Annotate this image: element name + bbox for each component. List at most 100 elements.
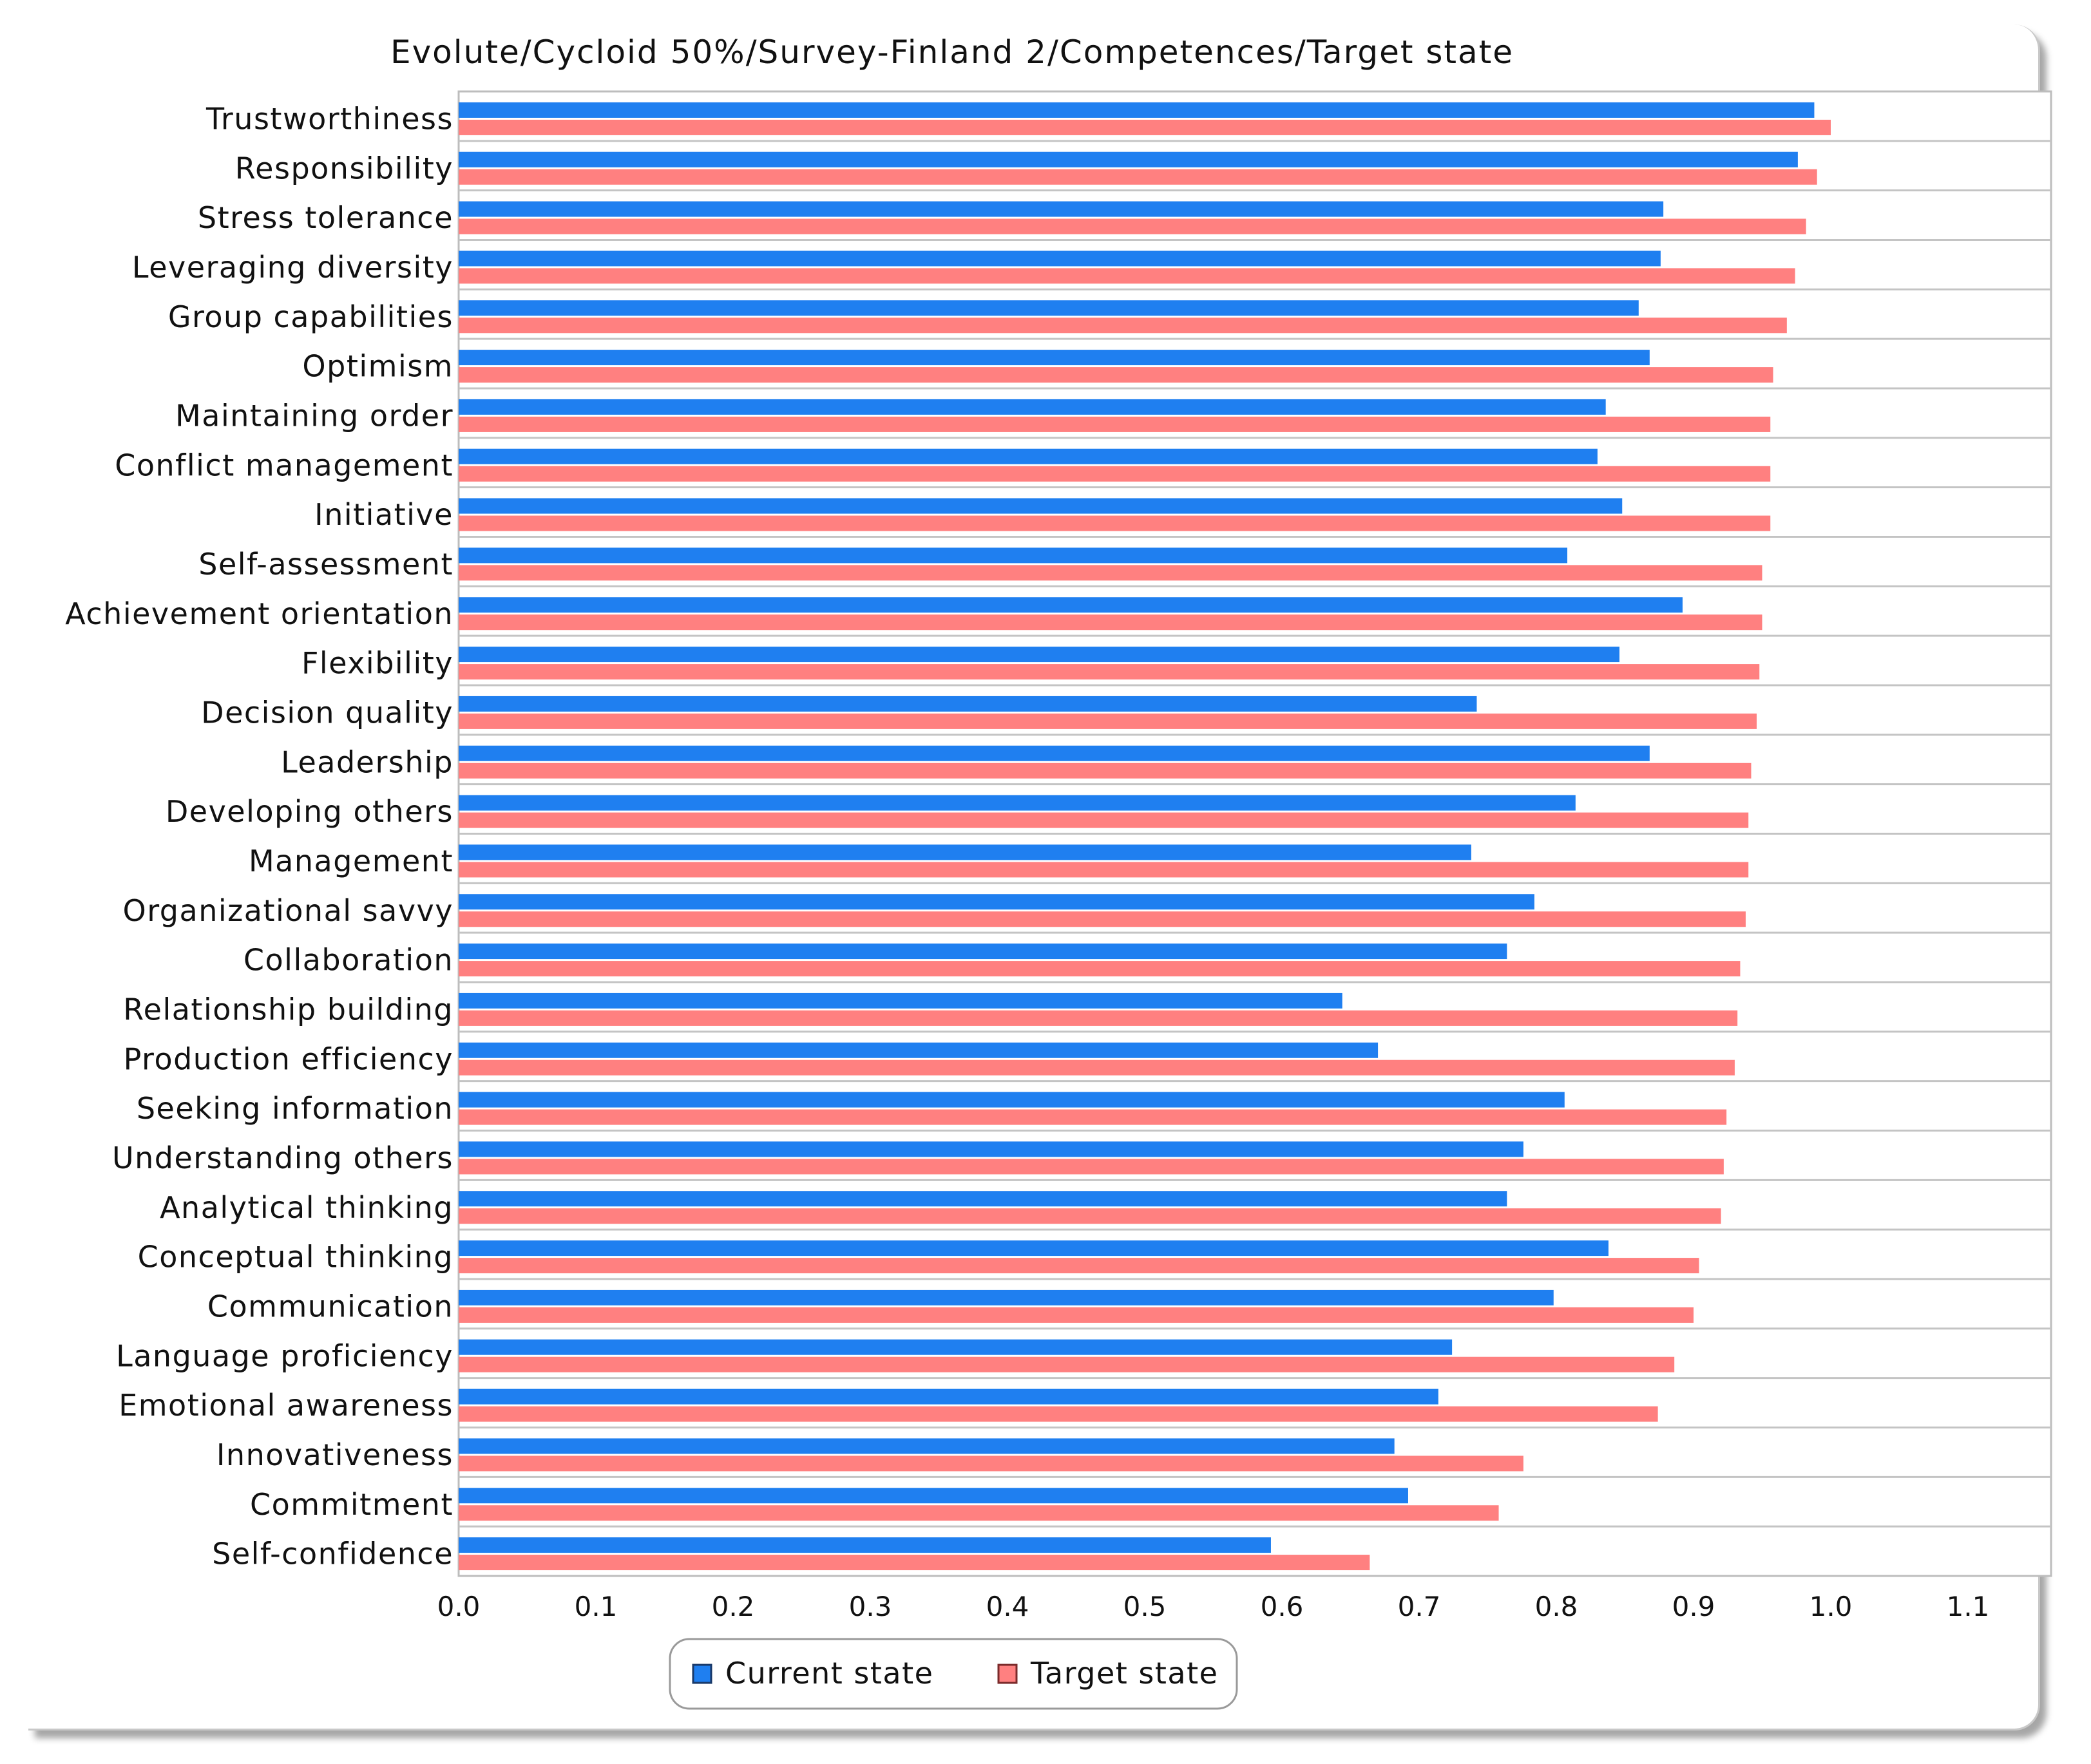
bar-target-29 xyxy=(459,1555,1370,1571)
category-label-27: Innovativeness xyxy=(216,1437,454,1472)
bar-target-16 xyxy=(459,911,1746,927)
bar-target-24 xyxy=(459,1307,1694,1323)
x-tick-label-3: 0.3 xyxy=(849,1591,892,1622)
x-tick-label-8: 0.8 xyxy=(1535,1591,1578,1622)
category-label-16: Organizational savvy xyxy=(123,893,454,928)
bars xyxy=(459,102,1831,1571)
category-label-19: Production efficiency xyxy=(124,1041,454,1076)
bar-target-26 xyxy=(459,1406,1658,1422)
legend-swatch-current xyxy=(692,1664,712,1684)
legend-label-current: Current state xyxy=(725,1656,933,1691)
bar-current-8 xyxy=(459,498,1623,514)
category-label-8: Initiative xyxy=(314,497,454,532)
category-label-5: Optimism xyxy=(302,349,454,384)
bar-current-12 xyxy=(459,696,1477,712)
bar-target-10 xyxy=(459,614,1762,631)
bar-target-12 xyxy=(459,713,1757,729)
bar-current-28 xyxy=(459,1488,1408,1504)
legend-swatch-target xyxy=(997,1664,1018,1684)
category-label-22: Analytical thinking xyxy=(160,1190,454,1225)
category-label-24: Communication xyxy=(207,1289,454,1323)
bar-current-22 xyxy=(459,1191,1507,1207)
category-label-28: Commitment xyxy=(250,1487,454,1522)
bar-current-4 xyxy=(459,300,1639,316)
category-label-12: Decision quality xyxy=(201,695,454,730)
bar-current-3 xyxy=(459,251,1661,267)
x-tick-label-0: 0.0 xyxy=(437,1591,481,1622)
bar-target-8 xyxy=(459,515,1771,531)
x-tick-label-2: 0.2 xyxy=(712,1591,755,1622)
bar-target-3 xyxy=(459,268,1795,284)
category-label-9: Self-assessment xyxy=(198,547,454,582)
bar-current-19 xyxy=(459,1042,1379,1058)
bar-current-9 xyxy=(459,547,1568,564)
category-label-23: Conceptual thinking xyxy=(138,1240,454,1275)
bar-current-17 xyxy=(459,944,1507,960)
x-axis-ticks: 0.0 0.1 0.2 0.3 0.4 0.5 0.6 0.7 0.8 0.9 1.0 1.1 xyxy=(437,1591,1990,1622)
bar-current-20 xyxy=(459,1092,1565,1108)
bar-current-6 xyxy=(459,399,1606,415)
category-label-3: Leveraging diversity xyxy=(132,250,454,285)
x-tick-label-10: 1.0 xyxy=(1809,1591,1853,1622)
bar-target-2 xyxy=(459,218,1806,234)
bar-target-0 xyxy=(459,119,1831,135)
category-labels: Trustworthiness Responsibility Stress tole… xyxy=(65,101,454,1571)
chart-title: Evolute/Cycloid 50%/Survey-Finland 2/Com… xyxy=(390,33,1514,71)
bar-current-21 xyxy=(459,1141,1523,1157)
x-tick-label-7: 0.7 xyxy=(1398,1591,1441,1622)
bar-current-15 xyxy=(459,844,1471,860)
category-label-21: Understanding others xyxy=(112,1141,454,1175)
category-label-6: Maintaining order xyxy=(175,398,454,433)
bar-current-11 xyxy=(459,647,1619,663)
bar-target-14 xyxy=(459,812,1749,828)
category-label-29: Self-confidence xyxy=(212,1537,454,1571)
bar-target-17 xyxy=(459,961,1741,977)
bar-target-27 xyxy=(459,1456,1523,1472)
category-label-0: Trustworthiness xyxy=(205,101,454,136)
bar-target-18 xyxy=(459,1010,1738,1026)
category-label-4: Group capabilities xyxy=(168,299,454,334)
category-label-2: Stress tolerance xyxy=(198,200,454,235)
category-label-1: Responsibility xyxy=(235,151,454,185)
x-tick-label-9: 0.9 xyxy=(1672,1591,1715,1622)
category-label-25: Language proficiency xyxy=(116,1338,454,1373)
category-label-20: Seeking information xyxy=(137,1091,454,1126)
bar-current-16 xyxy=(459,894,1534,910)
bar-current-18 xyxy=(459,992,1342,1009)
legend[interactable]: Current state Target state xyxy=(669,1638,1238,1710)
bar-target-23 xyxy=(459,1258,1699,1274)
category-label-10: Achievement orientation xyxy=(65,596,454,631)
bar-target-20 xyxy=(459,1109,1727,1125)
category-label-14: Developing others xyxy=(166,794,454,829)
category-label-17: Collaboration xyxy=(243,943,454,978)
category-label-7: Conflict management xyxy=(115,448,454,482)
bar-current-7 xyxy=(459,448,1598,464)
bar-current-13 xyxy=(459,745,1650,761)
bar-target-21 xyxy=(459,1159,1724,1175)
legend-box xyxy=(669,1638,1238,1710)
category-label-26: Emotional awareness xyxy=(119,1388,454,1423)
bar-current-14 xyxy=(459,795,1576,811)
bar-target-4 xyxy=(459,318,1787,334)
bar-current-25 xyxy=(459,1339,1453,1355)
bar-target-11 xyxy=(459,664,1760,680)
bar-current-29 xyxy=(459,1537,1271,1553)
bar-current-24 xyxy=(459,1289,1554,1305)
bar-current-23 xyxy=(459,1240,1609,1257)
x-tick-label-11: 1.1 xyxy=(1947,1591,1990,1622)
bar-target-28 xyxy=(459,1505,1499,1521)
category-label-15: Management xyxy=(249,844,454,878)
bar-current-10 xyxy=(459,597,1683,613)
x-tick-label-5: 0.5 xyxy=(1123,1591,1167,1622)
legend-label-target: Target state xyxy=(1030,1656,1218,1691)
category-label-18: Relationship building xyxy=(123,992,454,1027)
bar-target-6 xyxy=(459,416,1771,432)
bar-target-5 xyxy=(459,367,1773,383)
bar-current-27 xyxy=(459,1438,1395,1454)
bar-current-0 xyxy=(459,102,1815,118)
bar-current-1 xyxy=(459,151,1798,167)
bar-target-19 xyxy=(459,1059,1735,1076)
x-tick-label-4: 0.4 xyxy=(986,1591,1029,1622)
category-label-13: Leadership xyxy=(281,744,454,779)
